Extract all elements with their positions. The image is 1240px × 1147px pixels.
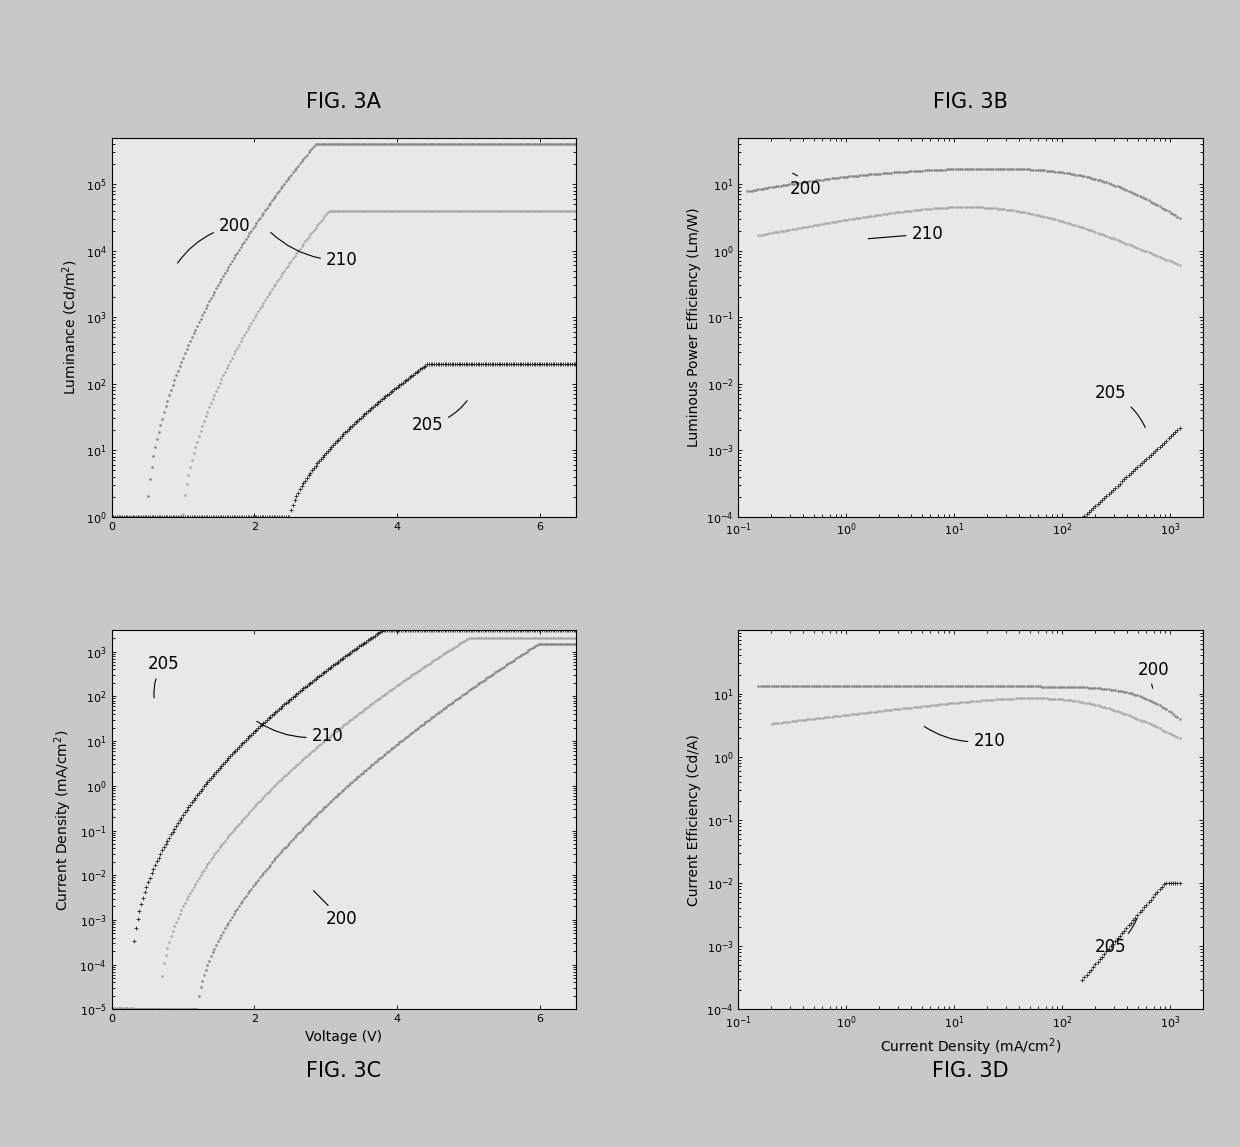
Text: 205: 205 <box>1095 919 1137 957</box>
Text: 205: 205 <box>412 400 467 434</box>
Text: FIG. 3B: FIG. 3B <box>934 93 1008 112</box>
Text: 210: 210 <box>868 225 944 243</box>
Text: 200: 200 <box>314 891 357 928</box>
Y-axis label: Luminance (Cd/m$^2$): Luminance (Cd/m$^2$) <box>61 259 81 395</box>
Text: FIG. 3C: FIG. 3C <box>306 1061 382 1080</box>
Text: 210: 210 <box>924 726 1006 749</box>
Y-axis label: Current Density (mA/cm$^2$): Current Density (mA/cm$^2$) <box>52 729 74 911</box>
X-axis label: Voltage (V): Voltage (V) <box>305 1030 382 1044</box>
Text: 210: 210 <box>270 233 357 270</box>
Text: 205: 205 <box>1095 384 1146 428</box>
Text: 210: 210 <box>257 721 343 746</box>
Text: 200: 200 <box>1138 661 1169 688</box>
Text: FIG. 3D: FIG. 3D <box>932 1061 1009 1080</box>
Text: 200: 200 <box>177 217 250 263</box>
Text: 200: 200 <box>790 173 822 198</box>
Text: FIG. 3A: FIG. 3A <box>306 93 381 112</box>
X-axis label: Current Density (mA/cm$^2$): Current Density (mA/cm$^2$) <box>880 1037 1061 1058</box>
Y-axis label: Luminous Power Efficiency (Lm/W): Luminous Power Efficiency (Lm/W) <box>687 208 701 447</box>
Text: 205: 205 <box>148 655 179 699</box>
Y-axis label: Current Efficiency (Cd/A): Current Efficiency (Cd/A) <box>687 734 701 906</box>
